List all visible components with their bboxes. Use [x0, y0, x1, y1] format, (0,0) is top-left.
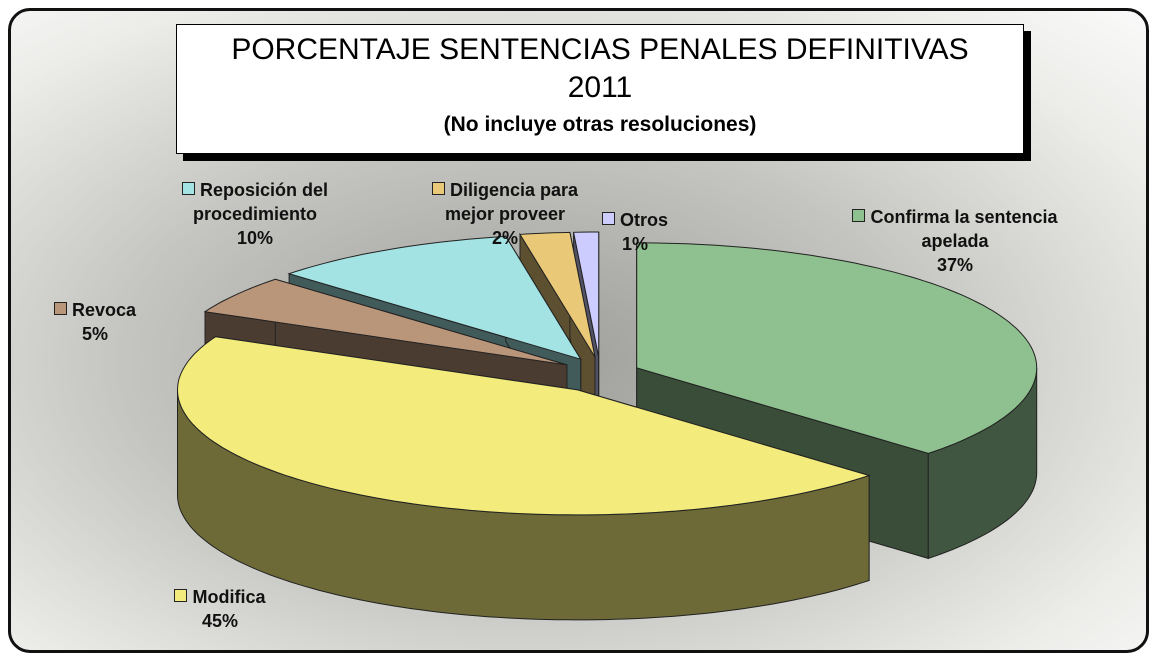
legend-key	[174, 589, 188, 602]
data-label: Confirma la sentencia apelada 37%	[830, 205, 1080, 277]
category-label: Confirma la sentencia apelada	[870, 207, 1058, 251]
chart-title: PORCENTAJE SENTENCIAS PENALES DEFINITIVA…	[231, 33, 969, 104]
legend-key	[601, 212, 615, 225]
pie-slice	[287, 235, 582, 361]
legend-key	[181, 182, 195, 195]
pie-slice	[203, 278, 568, 366]
category-label: Otros	[619, 210, 668, 230]
value-label: 1%	[621, 234, 648, 254]
legend-key	[431, 182, 445, 195]
category-label: Modifica	[192, 587, 266, 607]
value-label: 2%	[491, 228, 518, 248]
data-label: Diligencia para mejor proveer 2%	[405, 178, 605, 250]
chart-subtitle: (No incluye otras resoluciones)	[443, 113, 757, 136]
legend-key	[852, 209, 866, 222]
value-label: 45%	[201, 611, 239, 631]
value-label: 5%	[81, 324, 108, 344]
data-label: Modifica 45%	[150, 585, 290, 633]
data-label: Reposición del procedimiento 10%	[150, 178, 360, 250]
value-label: 37%	[936, 255, 974, 275]
data-label: Revoca 5%	[30, 298, 160, 346]
pie-slice	[519, 231, 596, 358]
pie-slice	[572, 231, 600, 358]
category-label: Reposición del procedimiento	[192, 180, 329, 224]
title-box: PORCENTAJE SENTENCIAS PENALES DEFINITIVA…	[176, 24, 1024, 154]
pie-slice	[176, 336, 871, 516]
data-label: Otros 1%	[585, 208, 685, 256]
category-label: Revoca	[71, 300, 137, 320]
pie-slice	[636, 242, 1038, 454]
value-label: 10%	[236, 228, 274, 248]
category-label: Diligencia para mejor proveer	[444, 180, 579, 224]
legend-key	[53, 302, 67, 315]
